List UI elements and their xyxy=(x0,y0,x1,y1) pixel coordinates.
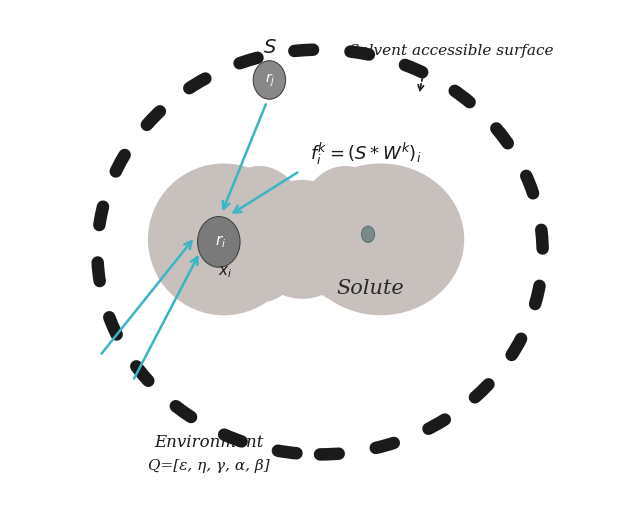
Text: $f_i^k = (S*W^k)_i$: $f_i^k = (S*W^k)_i$ xyxy=(310,141,421,167)
Ellipse shape xyxy=(297,164,464,316)
Text: $r_j$: $r_j$ xyxy=(265,71,276,88)
Text: $r_i$: $r_i$ xyxy=(215,232,226,249)
Text: Solvent accessible surface: Solvent accessible surface xyxy=(349,43,554,58)
Ellipse shape xyxy=(253,62,285,100)
Ellipse shape xyxy=(198,217,240,268)
Ellipse shape xyxy=(294,167,396,303)
Ellipse shape xyxy=(148,164,300,316)
Text: $S$: $S$ xyxy=(262,39,276,57)
Text: Q=[ε, η, γ, α, β]: Q=[ε, η, γ, α, β] xyxy=(148,458,269,472)
Text: Environment: Environment xyxy=(154,433,264,450)
Ellipse shape xyxy=(362,227,374,243)
Text: Solute: Solute xyxy=(337,278,404,297)
Ellipse shape xyxy=(246,180,358,299)
Ellipse shape xyxy=(209,167,310,303)
Text: $x_i$: $x_i$ xyxy=(218,264,232,280)
